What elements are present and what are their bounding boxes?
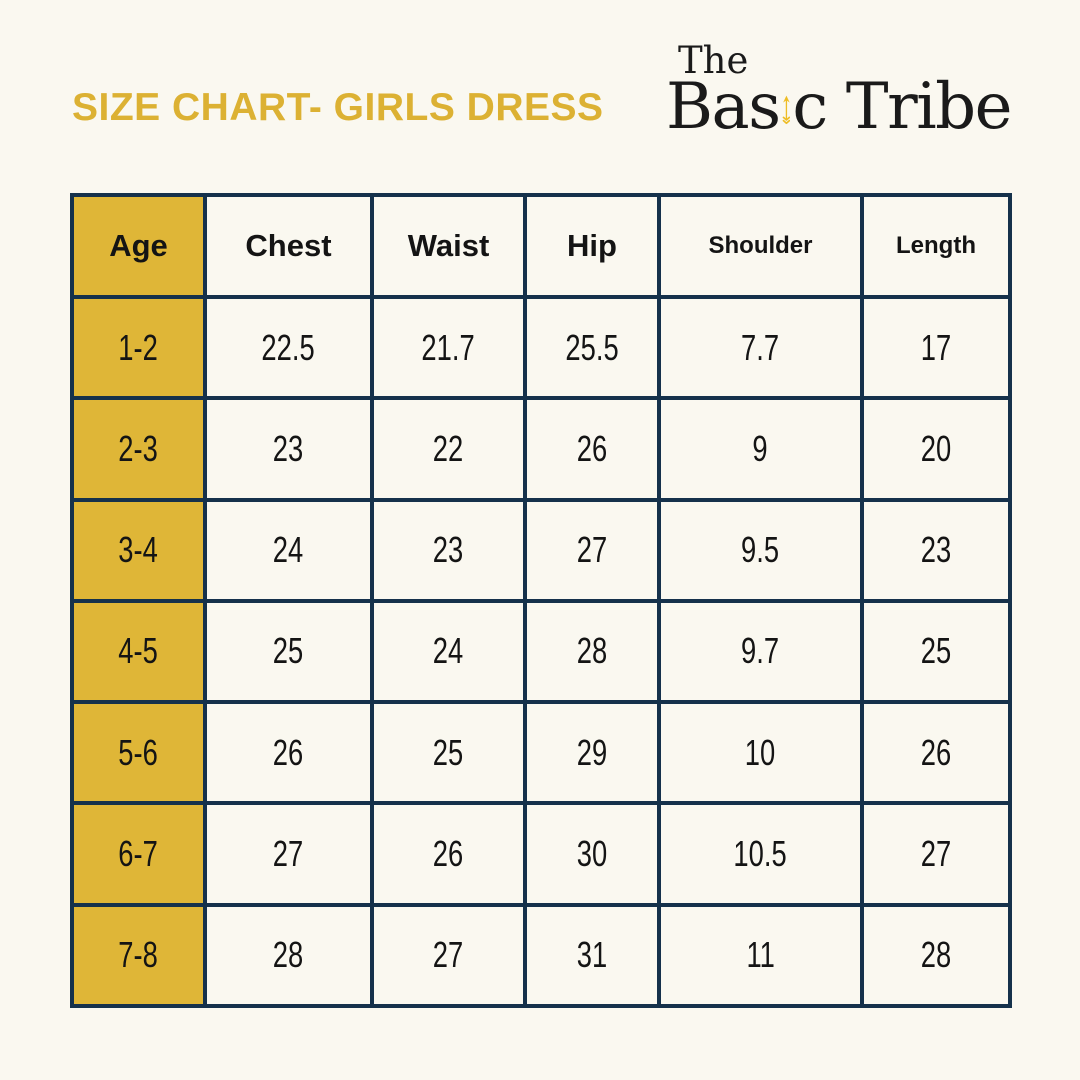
column-header-chest: Chest [203,193,374,299]
length-cell: 17 [860,294,1012,401]
age-cell: 4-5 [70,598,207,705]
hip-cell: 29 [523,700,661,806]
length-cell: 28 [860,902,1012,1009]
arrow-up-icon [782,95,790,125]
chest-cell: 26 [203,700,374,806]
shoulder-cell: 10.5 [657,801,864,907]
logo-wordmark: Bas c Tribe [666,69,1013,144]
age-cell: 7-8 [70,902,207,1009]
logo-basic-suffix: c [792,69,828,144]
logo-the-text: The [678,39,749,82]
chest-cell: 22.5 [203,294,374,401]
hip-cell: 27 [523,497,661,603]
age-cell: 1-2 [70,294,207,401]
waist-cell: 22 [370,396,527,502]
length-cell: 26 [860,700,1012,806]
chest-cell: 24 [203,497,374,603]
page-title: SIZE CHART- GIRLS DRESS [72,86,604,129]
shoulder-cell: 9.7 [657,598,864,705]
hip-cell: 28 [523,598,661,705]
header-row: Age Chest Waist Hip Shoulder Length [70,193,1012,299]
chest-cell: 28 [203,902,374,1009]
waist-cell: 23 [370,497,527,603]
chest-cell: 27 [203,801,374,907]
waist-cell: 27 [370,902,527,1009]
size-chart-table: Age Chest Waist Hip Shoulder Length 1-2 … [70,193,1012,1009]
hip-cell: 26 [523,396,661,502]
length-cell: 27 [860,801,1012,907]
age-cell: 5-6 [70,700,207,806]
logo-basic-prefix: Bas [666,69,781,144]
age-cell: 6-7 [70,801,207,907]
table-row: 1-2 22.5 21.7 25.5 7.7 17 [70,294,1012,401]
column-header-shoulder: Shoulder [657,193,864,299]
waist-cell: 21.7 [370,294,527,401]
logo-tribe-text: Tribe [845,69,1013,144]
shoulder-cell: 7.7 [657,294,864,401]
length-cell: 23 [860,497,1012,603]
chest-cell: 23 [203,396,374,502]
hip-cell: 31 [523,902,661,1009]
length-cell: 25 [860,598,1012,705]
shoulder-cell: 10 [657,700,864,806]
chest-cell: 25 [203,598,374,705]
waist-cell: 25 [370,700,527,806]
column-header-length: Length [860,193,1012,299]
table-row: 6-7 27 26 30 10.5 27 [70,801,1012,907]
length-cell: 20 [860,396,1012,502]
column-header-waist: Waist [370,193,527,299]
table-row: 7-8 28 27 31 11 28 [70,902,1012,1009]
shoulder-cell: 11 [657,902,864,1009]
column-header-age: Age [70,193,207,299]
table-row: 2-3 23 22 26 9 20 [70,396,1012,502]
waist-cell: 26 [370,801,527,907]
table-row: 3-4 24 23 27 9.5 23 [70,497,1012,603]
table-row: 5-6 26 25 29 10 26 [70,700,1012,806]
age-cell: 3-4 [70,497,207,603]
hip-cell: 25.5 [523,294,661,401]
waist-cell: 24 [370,598,527,705]
column-header-hip: Hip [523,193,661,299]
brand-logo: The Bas c Tribe [666,39,1013,144]
shoulder-cell: 9.5 [657,497,864,603]
table-row: 4-5 25 24 28 9.7 25 [70,598,1012,705]
age-cell: 2-3 [70,396,207,502]
hip-cell: 30 [523,801,661,907]
shoulder-cell: 9 [657,396,864,502]
